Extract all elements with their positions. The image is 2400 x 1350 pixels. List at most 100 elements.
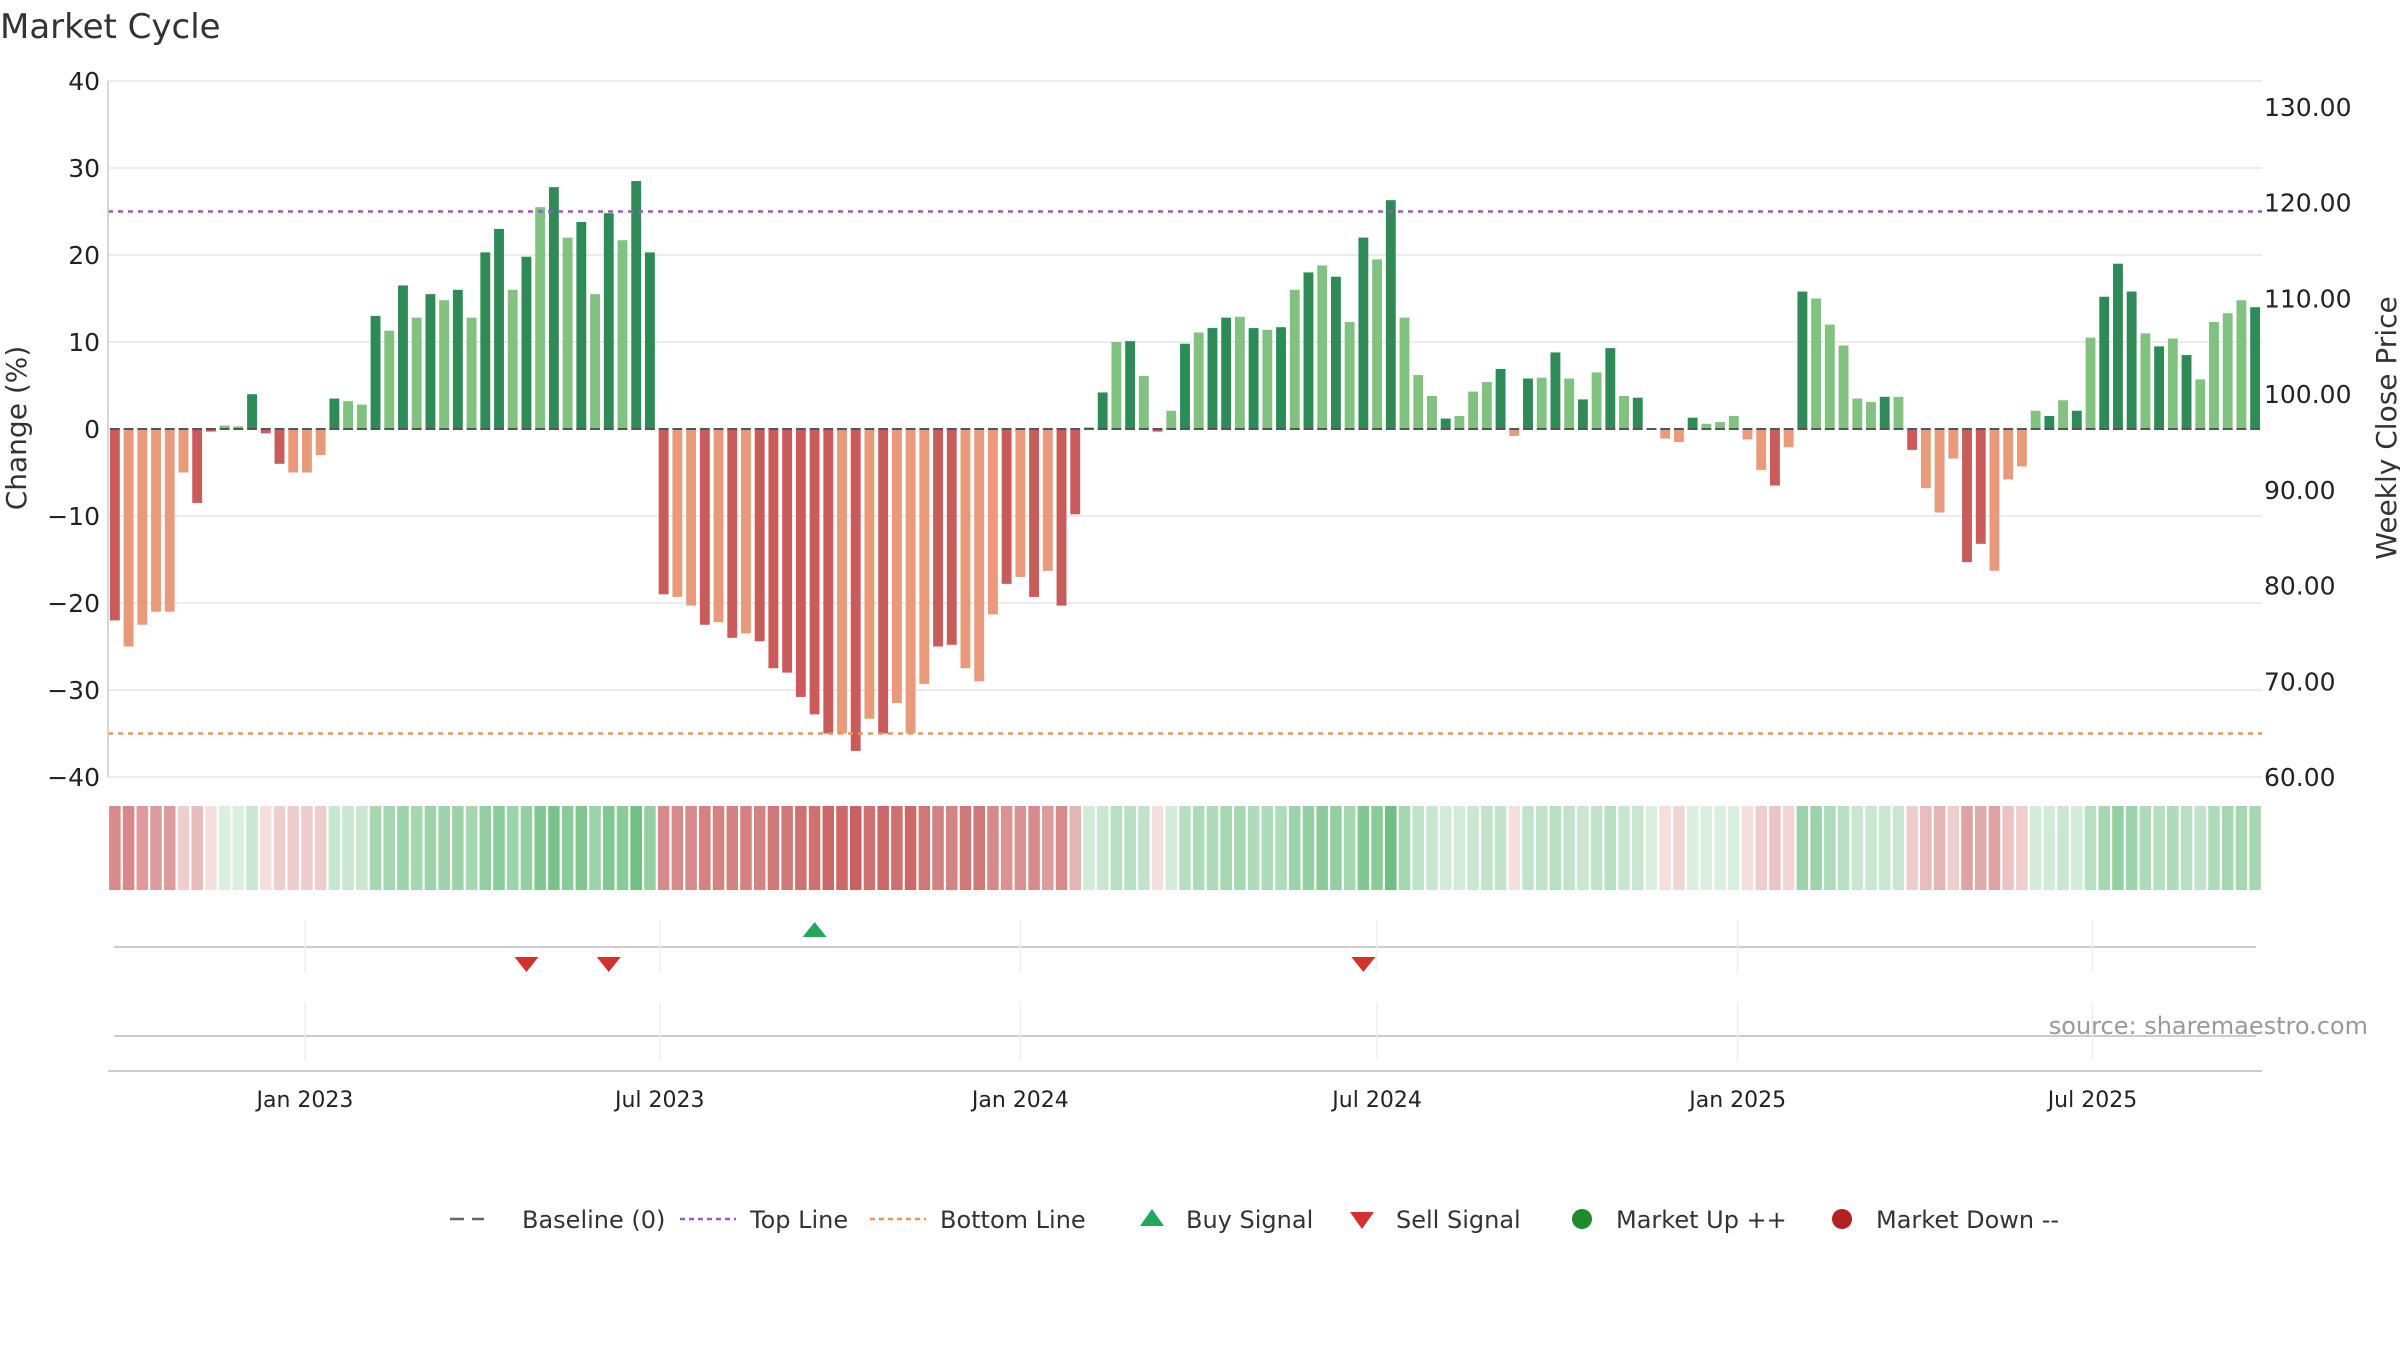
band-cell (1933, 806, 1946, 890)
bar (2195, 379, 2206, 429)
bar (1111, 342, 1122, 429)
bar (809, 429, 820, 715)
y2-tick-label: 120.00 (2264, 189, 2351, 218)
bar (672, 429, 683, 597)
bar (699, 429, 710, 625)
band-cell (287, 806, 299, 890)
bar (1934, 429, 1945, 513)
band-cell (1151, 806, 1164, 890)
bar (713, 429, 724, 623)
bar (1742, 429, 1753, 440)
bar (219, 425, 230, 429)
band-cell (1412, 806, 1424, 890)
y-tick-label: −40 (47, 763, 100, 792)
band-cell (506, 806, 519, 890)
band-cell (177, 806, 190, 890)
bar (1289, 289, 1300, 429)
bar (1536, 377, 1547, 429)
band-cell (150, 806, 162, 890)
band-cell (932, 806, 944, 890)
band-cell (877, 806, 889, 890)
bar (782, 429, 793, 673)
band-cell (1494, 806, 1507, 890)
band-cell (1769, 806, 1781, 890)
bar (617, 240, 628, 429)
bar (2181, 355, 2192, 429)
bar (425, 294, 436, 429)
band-cell (946, 806, 958, 890)
band-cell (1261, 806, 1274, 890)
bar (603, 213, 614, 429)
bar (1440, 418, 1451, 429)
band-cell (1645, 806, 1658, 890)
bar (1330, 276, 1341, 429)
bar (1797, 291, 1808, 429)
legend-item: Buy Signal (1140, 1206, 1313, 1234)
y-tick-label: 0 (84, 415, 100, 444)
bar (864, 429, 875, 719)
band-cell (520, 806, 533, 890)
band-cell (1535, 806, 1548, 890)
legend: Baseline (0) Top Line Bottom Line Buy Signa… (450, 1206, 2059, 1234)
bar (837, 429, 847, 734)
bar (137, 429, 148, 625)
bar (1783, 429, 1794, 448)
band-cell (2194, 806, 2207, 890)
sell-signal-marker (596, 957, 621, 972)
bar (1523, 378, 1533, 429)
bar (151, 429, 161, 612)
bar (2044, 415, 2055, 429)
band-cell (1700, 806, 1713, 890)
bar (1495, 368, 1506, 429)
bar (192, 429, 203, 503)
band-cell (1000, 806, 1013, 890)
bar (1413, 375, 1424, 429)
bar (2113, 263, 2123, 429)
band-cell (1302, 806, 1315, 890)
bar (891, 429, 902, 704)
bar (1701, 423, 1712, 429)
bar (205, 429, 216, 432)
y-tick-label: 10 (68, 328, 100, 357)
band-cell (767, 806, 780, 890)
band-cell (1234, 806, 1246, 890)
band-cell (891, 806, 903, 890)
bar (329, 398, 340, 429)
bar (247, 394, 257, 429)
band-cell (740, 806, 752, 890)
band-cell (781, 806, 793, 890)
band-cell (2043, 806, 2056, 890)
bar (1207, 328, 1218, 429)
band-cell (1659, 806, 1671, 890)
band-cell (1604, 806, 1617, 890)
band-cell (205, 806, 217, 890)
band-cell (218, 806, 231, 890)
bar (905, 429, 916, 734)
y-tick-label: −30 (47, 676, 100, 705)
band-cell (1179, 806, 1191, 890)
bar (2016, 429, 2027, 467)
band-cell (973, 806, 985, 890)
bar (1962, 429, 1972, 563)
band-cell (1343, 806, 1356, 890)
bar (288, 429, 299, 473)
bar (1728, 415, 1739, 429)
bar (1838, 345, 1849, 429)
legend-item: Bottom Line (870, 1206, 1086, 1234)
band-cell (1439, 806, 1452, 890)
band-cell (1165, 806, 1178, 890)
bar (878, 429, 889, 734)
band-cell (808, 806, 821, 890)
band-cell (1275, 806, 1287, 890)
bar (1907, 429, 1918, 450)
bar (1070, 429, 1081, 515)
bar (2167, 338, 2178, 429)
bar (1001, 429, 1012, 584)
sell-signal-marker (514, 957, 539, 972)
bar (1454, 415, 1465, 429)
bar (1234, 316, 1245, 429)
band-cell (260, 806, 272, 890)
bar (2140, 333, 2151, 429)
legend-circle-icon (1572, 1209, 1592, 1229)
